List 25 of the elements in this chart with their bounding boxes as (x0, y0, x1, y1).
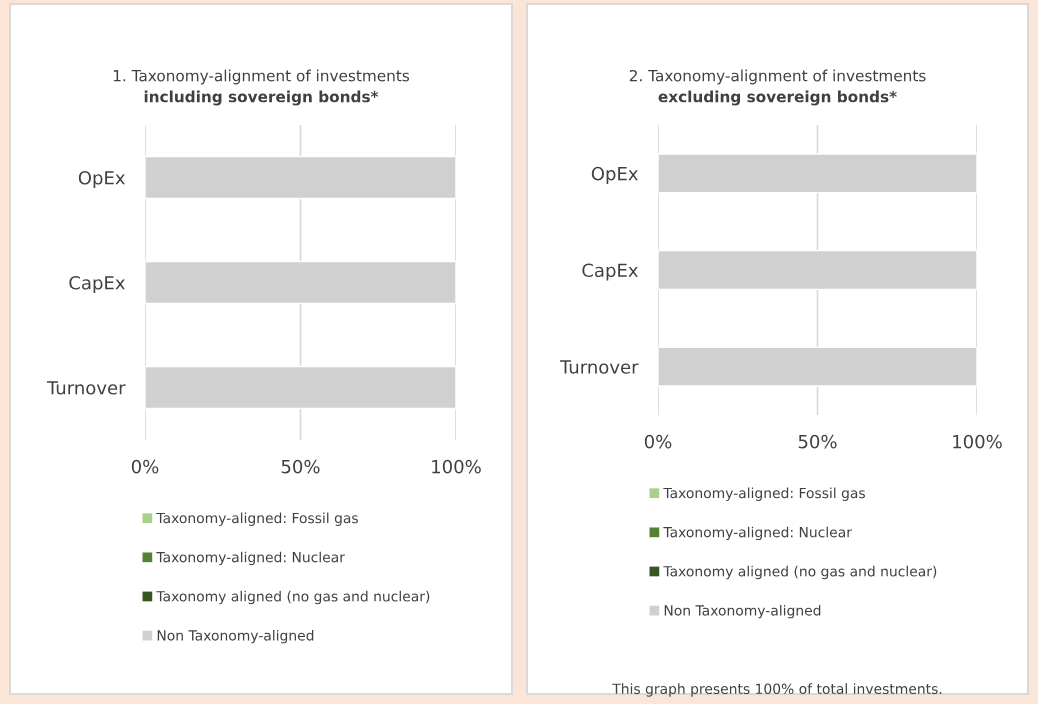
chart-subtitle: including sovereign bonds* (144, 90, 379, 106)
legend-label: Taxonomy-aligned: Fossil gas (663, 487, 865, 501)
text: This graph presents 100% of total investments. (612, 683, 942, 697)
x-tick-label: 0% (131, 459, 159, 474)
x-tick-label: 100% (953, 434, 1002, 449)
legend-label: Taxonomy aligned (no gas and nuclear) (663, 565, 937, 580)
chart-title: 1. Taxonomy-alignment of investments (113, 69, 410, 85)
chart-title: 2. Taxonomy-alignment of investments (629, 69, 926, 85)
legend-label: Non Taxonomy-aligned (664, 604, 821, 619)
y-tick-label: Turnover (559, 360, 639, 374)
x-tick-label: 50% (281, 459, 320, 474)
legend-label: Taxonomy-aligned: Fossil gas (156, 512, 358, 526)
y-tick-label: OpEx (78, 170, 125, 189)
y-tick-label: CapEx (69, 275, 125, 294)
chart-subtitle: excluding sovereign bonds* (658, 90, 897, 106)
x-tick-label: 50% (798, 434, 837, 449)
x-tick-label: 100% (432, 459, 481, 474)
y-tick-label: Turnover (46, 381, 126, 395)
legend-label: Taxonomy aligned (no gas and nuclear) (156, 590, 430, 605)
y-tick-label: CapEx (582, 263, 638, 281)
legend-label: Taxonomy-aligned: Nuclear (663, 526, 852, 541)
y-tick-label: OpEx (591, 166, 638, 184)
legend-label: Taxonomy-aligned: Nuclear (156, 551, 345, 566)
x-tick-label: 0% (644, 434, 672, 449)
legend-label: Non Taxonomy-aligned (157, 629, 314, 644)
